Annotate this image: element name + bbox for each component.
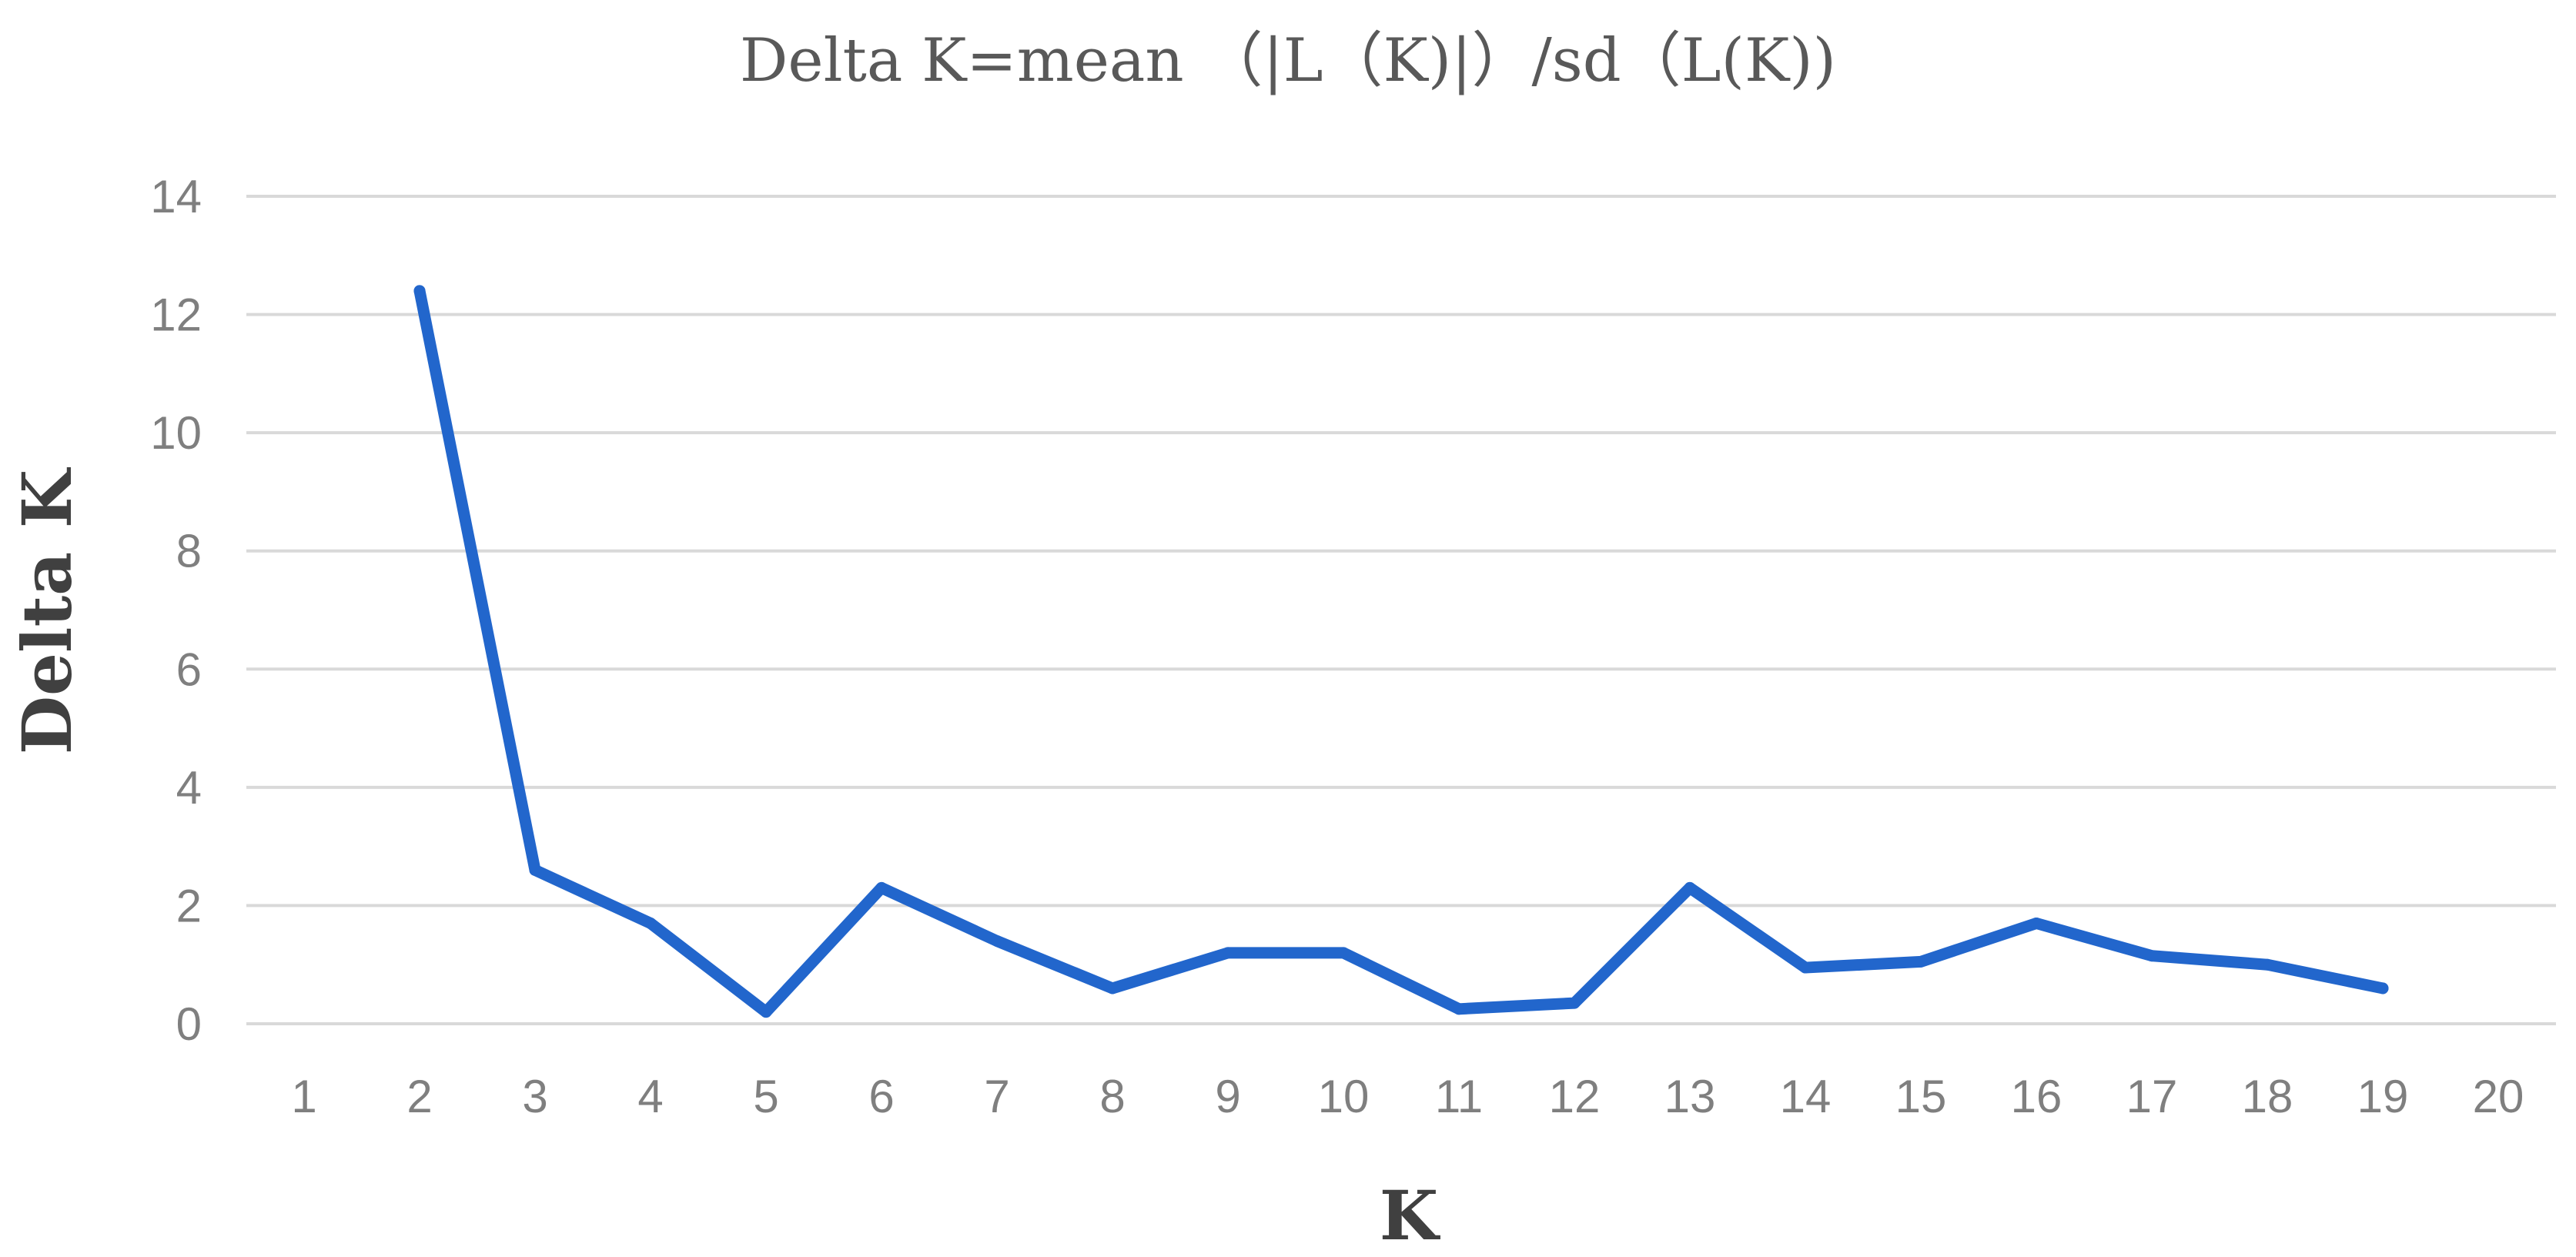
x-tick-label: 1	[291, 1071, 316, 1122]
x-axis-label: K	[1380, 1175, 1441, 1255]
x-tick-label: 4	[637, 1071, 663, 1122]
series-layer	[413, 285, 2389, 1018]
data-point-k12	[1568, 997, 1581, 1009]
data-point-k4	[644, 917, 657, 929]
x-tick-label: 13	[1664, 1071, 1716, 1122]
y-tick-label: 6	[176, 644, 202, 695]
series-line-0	[413, 285, 2389, 1018]
x-tick-label: 10	[1318, 1071, 1370, 1122]
data-point-k7	[991, 935, 1003, 947]
data-point-k19	[2377, 982, 2389, 995]
x-axis-ticks: 1 2 3 4 5 6 7 8 9 10 11 12 13 14 15 16 17 18 19 20	[291, 1071, 2524, 1122]
data-point-k14	[1799, 961, 1812, 974]
y-tick-label: 12	[150, 289, 202, 341]
data-point-k2	[413, 285, 426, 297]
y-tick-label: 8	[176, 526, 202, 577]
y-axis-label: Delta K	[7, 466, 87, 754]
x-tick-label: 11	[1435, 1071, 1483, 1122]
data-point-k17	[2146, 950, 2158, 962]
gridlines	[246, 195, 2556, 1025]
x-tick-label: 18	[2242, 1071, 2293, 1122]
x-tick-label: 19	[2357, 1071, 2409, 1122]
x-tick-label: 7	[984, 1071, 1009, 1122]
data-point-k3	[529, 864, 541, 876]
y-tick-label: 2	[176, 880, 202, 931]
y-tick-label: 10	[150, 407, 202, 459]
x-tick-label: 6	[868, 1071, 894, 1122]
x-tick-label: 15	[1895, 1071, 1947, 1122]
x-tick-label: 20	[2473, 1071, 2524, 1122]
y-tick-label: 14	[150, 171, 202, 222]
x-tick-label: 2	[406, 1071, 432, 1122]
x-tick-label: 9	[1215, 1071, 1240, 1122]
data-point-k5	[760, 1006, 772, 1018]
data-point-k6	[875, 881, 888, 894]
x-tick-label: 14	[1780, 1071, 1832, 1122]
data-point-k16	[2030, 917, 2042, 929]
x-tick-label: 16	[2011, 1071, 2062, 1122]
x-tick-label: 8	[1099, 1071, 1125, 1122]
data-point-k10	[1337, 947, 1350, 959]
x-tick-label: 17	[2126, 1071, 2178, 1122]
chart-title: Delta K=mean （|L（K)|）/sd（L(K))	[740, 26, 1836, 95]
y-axis-ticks: 0 2 4 6 8 10 12 14	[150, 171, 202, 1050]
y-tick-label: 0	[176, 998, 202, 1050]
y-tick-label: 4	[176, 762, 202, 814]
x-tick-label: 5	[753, 1071, 778, 1122]
data-point-k11	[1453, 1003, 1465, 1015]
x-tick-label: 12	[1549, 1071, 1601, 1122]
data-point-k15	[1915, 955, 1927, 968]
x-tick-label: 3	[522, 1071, 547, 1122]
data-point-k13	[1684, 881, 1696, 894]
data-point-k9	[1222, 947, 1234, 959]
data-point-k18	[2261, 958, 2273, 971]
data-point-k8	[1106, 982, 1119, 995]
